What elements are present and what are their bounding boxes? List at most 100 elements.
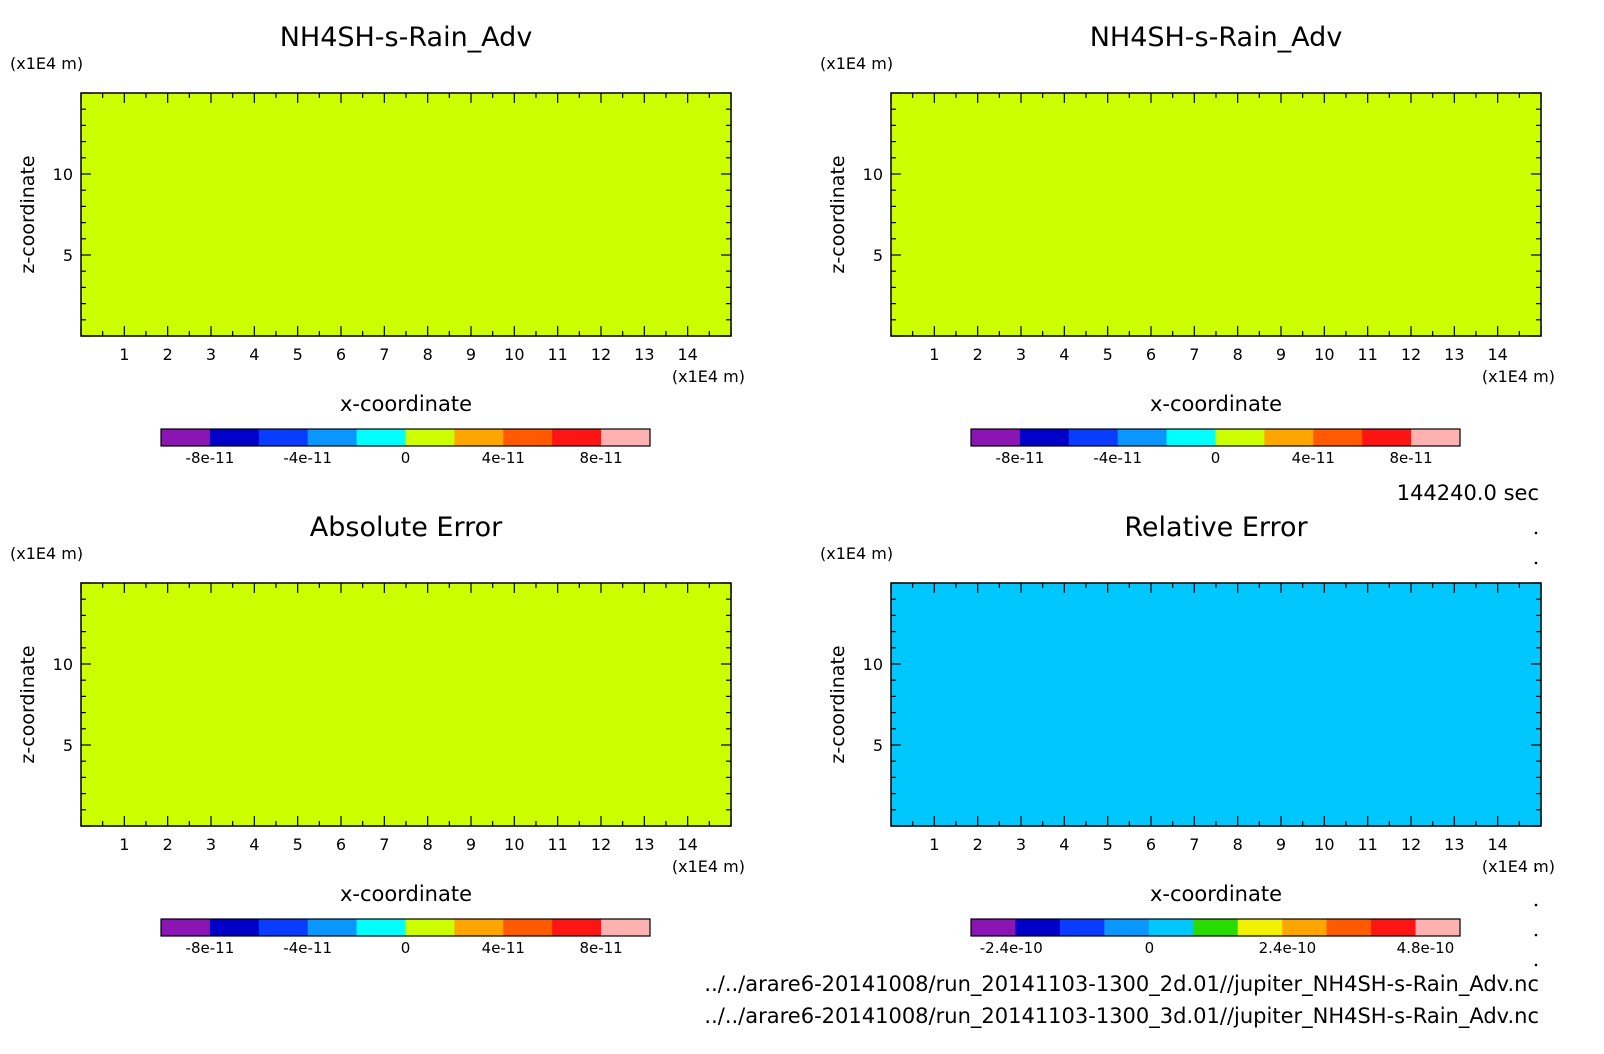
field-cell — [653, 208, 661, 216]
field-cell — [120, 105, 128, 112]
field-cell — [185, 123, 193, 131]
field-cell — [1118, 329, 1126, 337]
field-cell — [711, 317, 719, 325]
field-cell — [1118, 287, 1126, 295]
field-cell — [646, 99, 654, 106]
field-cell — [178, 293, 186, 301]
field-cell — [471, 99, 479, 106]
field-cell — [542, 165, 550, 173]
field-cell — [87, 159, 95, 167]
field-cell — [698, 293, 706, 301]
field-cell — [497, 311, 505, 319]
field-cell — [705, 311, 713, 319]
field-cell — [139, 129, 147, 137]
field-cell — [100, 311, 108, 319]
field-cell — [549, 147, 557, 155]
field-cell — [354, 281, 362, 288]
field-cell — [81, 135, 89, 143]
field-cell — [568, 159, 576, 167]
field-cell — [1066, 329, 1074, 337]
field-cell — [224, 117, 232, 124]
field-cell — [282, 147, 290, 155]
x-axis-label: x-coordinate — [340, 392, 472, 416]
field-cell — [1125, 323, 1133, 331]
field-cell — [627, 141, 635, 149]
field-cell — [282, 178, 290, 185]
field-cell — [152, 287, 160, 295]
field-cell — [230, 269, 238, 276]
field-cell — [562, 141, 570, 149]
field-cell — [542, 184, 550, 191]
field-cell — [646, 275, 654, 282]
field-cell — [464, 323, 472, 331]
field-cell — [1281, 287, 1289, 295]
field-cell — [516, 232, 524, 240]
field-cell — [698, 323, 706, 331]
field-cell — [406, 159, 414, 167]
field-cell — [666, 214, 674, 222]
field-cell — [380, 226, 388, 234]
field-cell — [718, 329, 726, 337]
field-cell — [425, 135, 433, 143]
field-cell — [185, 250, 193, 258]
field-cell — [445, 275, 453, 282]
field-cell — [451, 226, 459, 234]
x-tick-label: 4 — [249, 345, 259, 364]
field-cell — [120, 275, 128, 282]
field-cell — [536, 147, 544, 155]
field-cell — [1391, 305, 1399, 313]
field-cell — [705, 196, 713, 203]
field-cell — [930, 287, 938, 295]
field-cell — [386, 214, 394, 222]
field-cell — [555, 299, 563, 307]
field-cell — [1105, 305, 1113, 313]
field-cell — [497, 105, 505, 112]
field-cell — [614, 232, 622, 240]
field-cell — [412, 226, 420, 234]
field-cell — [263, 93, 271, 100]
field-cell — [445, 99, 453, 106]
field-cell — [471, 93, 479, 100]
field-cell — [380, 190, 388, 197]
field-cell — [412, 263, 420, 270]
field-cell — [406, 226, 414, 234]
field-cell — [910, 281, 918, 288]
field-cell — [81, 311, 89, 319]
field-cell — [620, 220, 628, 228]
field-cell — [510, 105, 518, 112]
field-cell — [529, 117, 537, 124]
field-cell — [666, 190, 674, 197]
field-cell — [633, 311, 641, 319]
field-cell — [711, 329, 719, 337]
field-cell — [451, 202, 459, 210]
field-cell — [1047, 293, 1055, 301]
field-cell — [516, 129, 524, 137]
field-cell — [198, 117, 206, 124]
field-cell — [568, 263, 576, 270]
field-cell — [250, 123, 258, 131]
field-cell — [276, 178, 284, 185]
field-cell — [956, 293, 964, 301]
field-cell — [412, 135, 420, 143]
field-cell — [633, 269, 641, 276]
field-cell — [653, 117, 661, 124]
field-cell — [159, 214, 167, 222]
field-cell — [640, 147, 648, 155]
field-cell — [347, 171, 355, 179]
field-cell — [510, 244, 518, 252]
field-cell — [653, 263, 661, 270]
field-cell — [516, 250, 524, 258]
field-cell — [698, 250, 706, 258]
field-cell — [601, 93, 609, 100]
field-cell — [269, 99, 277, 106]
field-cell — [1079, 287, 1087, 295]
field-cell — [536, 317, 544, 325]
field-cell — [321, 250, 329, 258]
field-cell — [315, 123, 323, 131]
field-cell — [640, 299, 648, 307]
field-cell — [198, 171, 206, 179]
field-cell — [302, 129, 310, 137]
field-cell — [1073, 299, 1081, 307]
field-cell — [94, 323, 102, 331]
field-cell — [503, 190, 511, 197]
